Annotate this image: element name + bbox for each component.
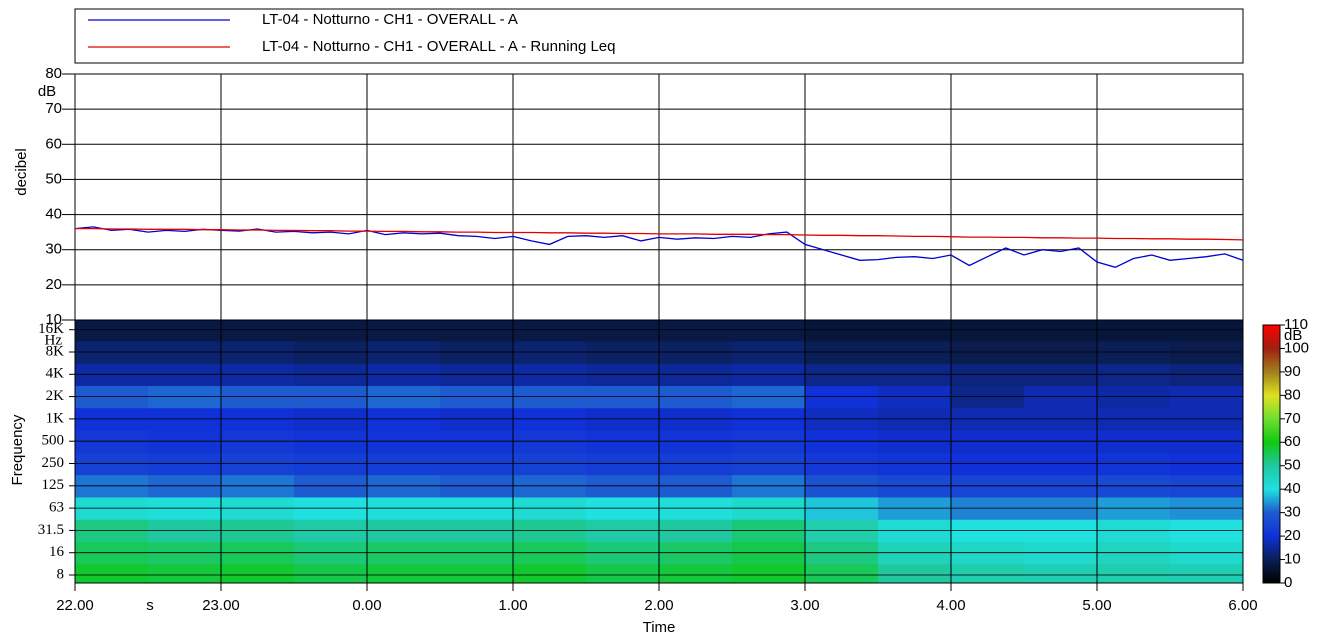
x-tick-label: 5.00 <box>1082 597 1111 614</box>
legend-label: LT-04 - Notturno - CH1 - OVERALL - A - R… <box>262 38 616 55</box>
series-line <box>75 227 1244 241</box>
y-tick-label: 20 <box>45 276 62 293</box>
x-tick-label: 2.00 <box>644 597 673 614</box>
colorbar-tick-label: 0 <box>1284 574 1292 591</box>
colorbar-tick-label: 100 <box>1284 339 1309 356</box>
y-tick-label: 16 <box>49 544 65 560</box>
x-axis-label: Time <box>643 619 676 636</box>
colorbar-tick-label: 30 <box>1284 504 1301 521</box>
y-tick-label: 250 <box>42 455 65 471</box>
heat-cell <box>148 320 222 342</box>
heat-cell <box>878 563 952 584</box>
y-tick-label: 2K <box>46 388 65 404</box>
heat-cell <box>951 320 1025 342</box>
x-tick-label: 22.00 <box>56 597 94 614</box>
colorbar-tick-label: 70 <box>1284 410 1301 427</box>
series-line <box>74 226 1244 268</box>
y-tick-label: 70 <box>45 100 62 117</box>
y-tick-label: 50 <box>45 170 62 187</box>
colorbar <box>1262 324 1281 584</box>
y-tick-label: 125 <box>42 477 65 493</box>
y-unit: dB <box>38 83 56 100</box>
y-tick-label: 10 <box>45 311 62 328</box>
colorbar-tick-label: 50 <box>1284 457 1301 474</box>
y-tick-label: 1K <box>46 410 65 426</box>
heat-cell <box>148 563 222 584</box>
colorbar-label: dB <box>1284 327 1302 344</box>
colorbar-tick-label: 20 <box>1284 527 1301 544</box>
heat-cell <box>513 563 587 584</box>
y-tick-label: 8K <box>46 343 65 359</box>
heat-cell <box>659 320 733 342</box>
heat-cell <box>586 320 660 342</box>
y-tick-label: 500 <box>42 433 65 449</box>
heat-cell <box>732 563 806 584</box>
heat-cell <box>732 320 806 342</box>
y-axis-label: decibel <box>13 148 30 196</box>
heat-cell <box>878 320 952 342</box>
x-tick-label: 0.00 <box>352 597 381 614</box>
y-tick-label: 30 <box>45 241 62 258</box>
y-tick-label: 4K <box>46 366 65 382</box>
y-tick-label: 63 <box>49 500 64 516</box>
heat-cell <box>367 563 441 584</box>
x-tick-label: 3.00 <box>790 597 819 614</box>
heat-cell <box>1170 320 1244 342</box>
colorbar-tick-label: 60 <box>1284 433 1301 450</box>
heat-cell <box>805 320 879 342</box>
y-tick-label: 8 <box>57 566 65 582</box>
x-tick-label: 23.00 <box>202 597 240 614</box>
heat-cell <box>440 320 514 342</box>
heat-cell <box>294 320 368 342</box>
y-tick-label: 80 <box>45 65 62 82</box>
x-tick-label: 4.00 <box>936 597 965 614</box>
y-tick-label: 40 <box>45 206 62 223</box>
colorbar-tick-label: 90 <box>1284 363 1301 380</box>
heat-cell <box>367 320 441 342</box>
heat-cell <box>1024 320 1098 342</box>
heat-cell <box>294 563 368 584</box>
heat-cell <box>513 320 587 342</box>
plot-area <box>74 319 1244 584</box>
x-tick-label: 1.00 <box>498 597 527 614</box>
heat-cell <box>221 320 295 342</box>
heat-cell <box>75 320 149 342</box>
colorbar-tick-label: 80 <box>1284 386 1301 403</box>
heat-cell <box>440 563 514 584</box>
heat-cell <box>75 563 149 584</box>
legend-label: LT-04 - Notturno - CH1 - OVERALL - A <box>262 11 518 28</box>
heat-cell <box>951 563 1025 584</box>
x-tick-label: 6.00 <box>1228 597 1257 614</box>
colorbar-tick-label: 40 <box>1284 480 1301 497</box>
heat-cell <box>1097 563 1171 584</box>
y-unit: Hz <box>45 332 63 348</box>
heat-cell <box>586 563 660 584</box>
y-tick-label: 31.5 <box>38 522 64 538</box>
x-unit: s <box>146 597 154 614</box>
heat-cell <box>1170 563 1244 584</box>
y-tick-label: 60 <box>45 135 62 152</box>
y-tick-label: 16K <box>38 321 64 337</box>
colorbar-tick-label: 10 <box>1284 551 1301 568</box>
heat-cell <box>1024 563 1098 584</box>
heat-cell <box>221 563 295 584</box>
y-axis-label: Frequency <box>9 414 26 485</box>
colorbar-tick-label: 110 <box>1284 316 1308 333</box>
heat-cell <box>805 563 879 584</box>
heat-cell <box>659 563 733 584</box>
heat-cell <box>1097 320 1171 342</box>
legend-box <box>74 8 1244 64</box>
